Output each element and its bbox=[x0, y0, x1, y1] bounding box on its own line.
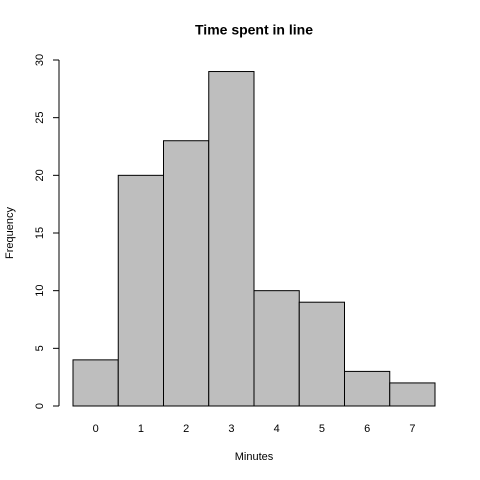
bar bbox=[253, 290, 300, 407]
x-axis-label: Minutes bbox=[235, 451, 274, 463]
y-tick-label: 15 bbox=[34, 227, 46, 239]
bar bbox=[208, 71, 255, 407]
y-tick-label: 10 bbox=[34, 285, 46, 297]
y-tick-label: 20 bbox=[34, 169, 46, 181]
x-tick-label: 3 bbox=[228, 423, 234, 435]
x-tick-label: 4 bbox=[274, 423, 280, 435]
bar bbox=[72, 359, 119, 407]
bar bbox=[298, 301, 345, 407]
y-axis-label: Frequency bbox=[4, 207, 16, 259]
x-tick-label: 7 bbox=[409, 423, 415, 435]
bar bbox=[163, 140, 210, 407]
x-tick-label: 1 bbox=[138, 423, 144, 435]
chart-title: Time spent in line bbox=[195, 22, 313, 38]
y-tick-label: 5 bbox=[34, 345, 46, 351]
x-tick-label: 2 bbox=[183, 423, 189, 435]
x-tick-label: 0 bbox=[93, 423, 99, 435]
bar bbox=[389, 382, 436, 407]
y-tick-label: 30 bbox=[34, 54, 46, 66]
x-tick-label: 6 bbox=[364, 423, 370, 435]
bar bbox=[344, 370, 391, 407]
x-tick-label: 5 bbox=[319, 423, 325, 435]
y-tick-label: 25 bbox=[34, 112, 46, 124]
bar bbox=[117, 174, 164, 407]
y-tick-label: 0 bbox=[34, 403, 46, 409]
